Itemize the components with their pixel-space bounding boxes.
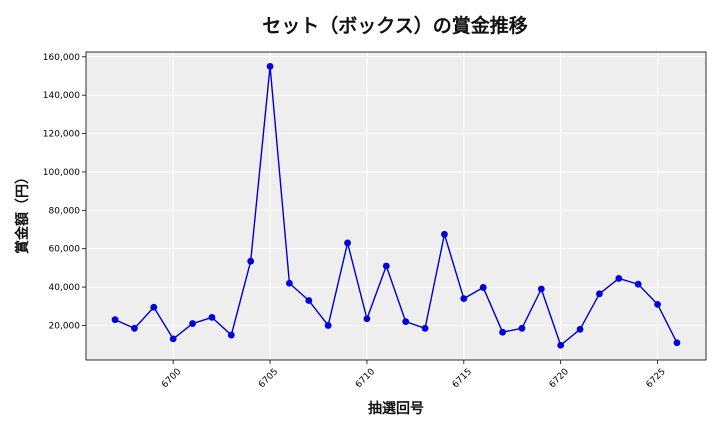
y-tick-label: 60,000	[49, 245, 81, 255]
data-point	[441, 230, 448, 238]
data-point	[131, 324, 138, 332]
data-point	[460, 295, 468, 302]
data-point	[615, 275, 623, 282]
plot-area	[86, 52, 706, 360]
data-point	[363, 315, 371, 323]
data-point	[111, 316, 119, 324]
plot-frame	[85, 51, 707, 361]
y-axis-ticks: 20,000 40,000 60,000 80,000 100,000 120,000 14…	[43, 53, 86, 331]
data-point	[382, 262, 390, 270]
data-point	[150, 303, 158, 311]
data-point	[247, 257, 255, 265]
data-point	[324, 322, 332, 329]
y-tick-label: 160,000	[43, 53, 80, 63]
data-point	[402, 318, 410, 326]
x-tick-label: 6725	[645, 367, 668, 390]
x-axis-ticks: 6700 6705 6710 6715 6720 6725	[160, 360, 668, 390]
y-tick-label: 100,000	[43, 168, 80, 178]
x-tick-label: 6715	[451, 367, 474, 390]
data-point	[266, 62, 274, 70]
y-tick-label: 20,000	[49, 321, 81, 331]
x-tick-label: 6705	[257, 367, 280, 390]
y-tick-label: 80,000	[49, 206, 81, 216]
data-point	[208, 313, 216, 321]
data-point	[169, 335, 177, 343]
data-point	[673, 339, 681, 347]
x-axis-label: 抽選回号	[368, 400, 424, 417]
data-point	[557, 341, 565, 349]
data-point	[518, 324, 526, 332]
x-tick-label: 6710	[354, 367, 377, 390]
data-point	[596, 290, 603, 298]
data-point	[576, 325, 584, 333]
y-tick-label: 140,000	[43, 91, 80, 101]
chart-title: セット（ボックス）の賞金推移	[262, 14, 527, 37]
data-point	[344, 239, 351, 247]
y-axis-label: 賞金額（円）	[14, 170, 31, 254]
data-point	[286, 279, 293, 287]
y-tick-label: 40,000	[49, 283, 81, 293]
data-point	[537, 285, 545, 293]
data-point	[654, 300, 661, 308]
y-tick-label: 120,000	[43, 130, 80, 140]
data-point	[227, 331, 235, 339]
x-tick-label: 6720	[548, 367, 571, 390]
data-point	[421, 324, 429, 332]
x-tick-label: 6700	[160, 367, 183, 390]
data-point	[305, 297, 313, 304]
data-point	[634, 280, 642, 288]
grid	[86, 52, 706, 360]
data-point	[189, 320, 196, 327]
data-point	[479, 284, 487, 291]
series	[111, 62, 681, 349]
data-point	[499, 328, 506, 336]
